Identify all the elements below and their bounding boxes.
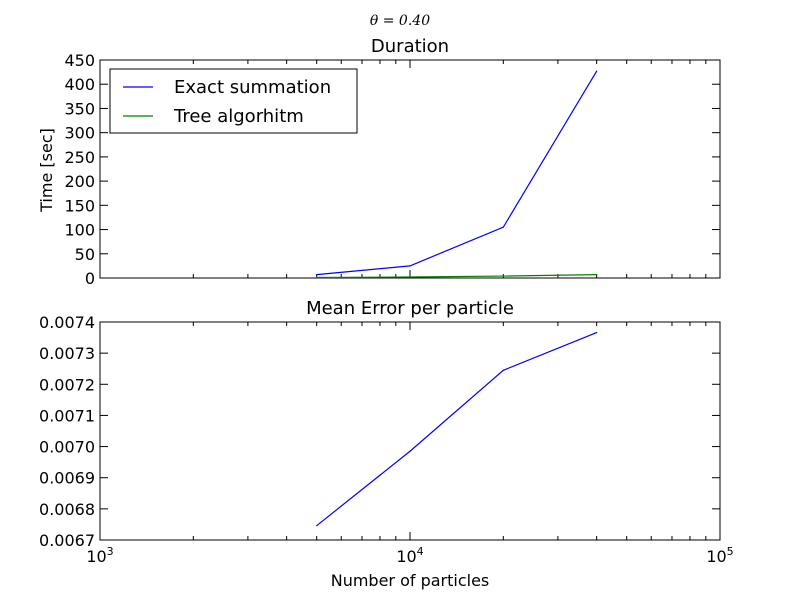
error-xlabel: Number of particles	[331, 571, 490, 590]
legend-label-tree: Tree algorhitm	[173, 106, 304, 127]
error-ticks: 0.0067 0.0068 0.0069 0.0070 0.0071 0.0072 0.00…	[39, 313, 734, 566]
duration-series-1-point	[316, 276, 318, 279]
error-series-0-point	[596, 331, 598, 334]
error-ytick-label: 0.0073	[39, 344, 95, 363]
duration-series-0-point	[316, 274, 318, 276]
duration-series-0-point	[596, 70, 598, 72]
duration-ylabel: Time [sec]	[37, 128, 56, 213]
duration-series-1-point	[409, 276, 411, 278]
duration-ytick-label: 300	[64, 124, 95, 143]
error-lines	[316, 331, 598, 527]
duration-title: Duration	[371, 36, 449, 57]
error-ytick-label: 0.0072	[39, 375, 95, 394]
duration-series-1-point	[596, 274, 598, 276]
duration-series-0-point	[502, 226, 504, 228]
error-title: Mean Error per particle	[306, 298, 514, 319]
duration-ytick-label: 50	[75, 245, 95, 264]
error-series-0-point	[409, 450, 411, 452]
error-ytick-label: 0.0074	[39, 313, 95, 332]
error-series-0-point	[316, 525, 318, 527]
duration-series-0-point	[409, 265, 411, 267]
duration-ytick-label: 400	[64, 75, 95, 94]
duration-ytick-label: 200	[64, 172, 95, 191]
duration-ytick-label: 250	[64, 148, 95, 167]
legend-label-exact: Exact summation	[174, 77, 331, 98]
error-ytick-label: 0.0067	[39, 531, 95, 550]
error-xtick-label: 105	[706, 545, 733, 566]
duration-lines	[316, 70, 598, 279]
duration-series-line-1	[316, 274, 597, 279]
error-series-line-0	[316, 332, 597, 527]
legend: Exact summation Tree algorhitm	[109, 68, 358, 134]
duration-ticks: 0 50 100 150 200 250 300 350 400 450	[64, 51, 721, 288]
duration-ytick-label: 0	[85, 269, 95, 288]
legend-box	[109, 68, 358, 134]
error-xtick-label: 103	[86, 545, 113, 566]
error-ytick-label: 0.0069	[39, 469, 95, 488]
duration-series-line-0	[316, 70, 598, 276]
duration-ytick-label: 100	[64, 221, 95, 240]
duration-ytick-label: 350	[64, 99, 95, 118]
error-ytick-label: 0.0068	[39, 500, 95, 519]
error-ytick-label: 0.0071	[39, 406, 95, 425]
error-panel: Mean Error per particle 0.00670.00680.00…	[39, 298, 734, 590]
duration-ytick-label: 450	[64, 51, 95, 70]
duration-ytick-label: 150	[64, 196, 95, 215]
error-xtick-label: 104	[396, 545, 423, 566]
error-ytick-label: 0.0070	[39, 438, 95, 457]
duration-panel: Duration Time [sec] 0 50 100 150 200 250 300 35…	[37, 36, 721, 288]
error-series-0-point	[502, 369, 504, 371]
suptitle: θ = 0.40	[370, 13, 430, 29]
duration-series-1-point	[502, 275, 504, 277]
